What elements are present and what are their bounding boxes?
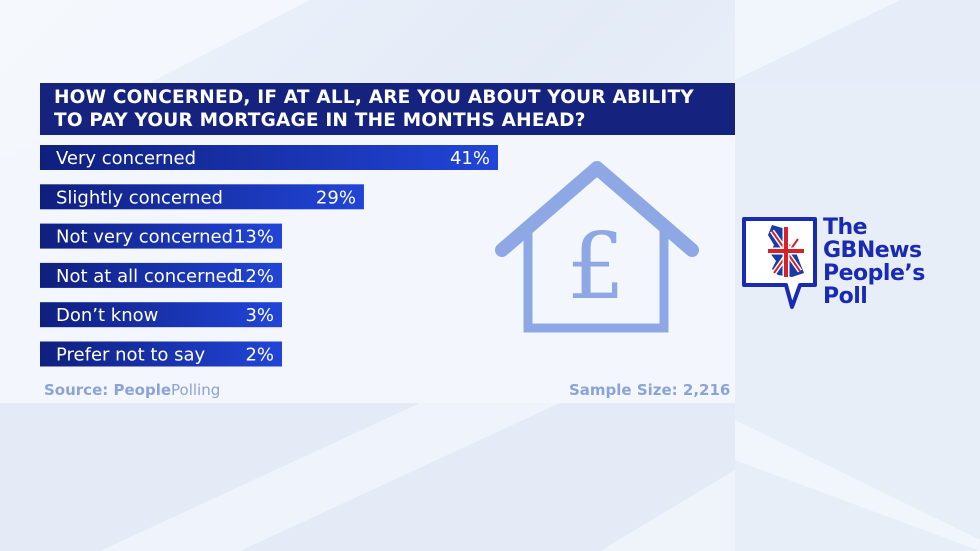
uk-flag-map-icon	[768, 225, 804, 277]
source-note: Source: PeoplePolling	[44, 381, 220, 399]
bar-1	[40, 184, 364, 210]
source-brand-bold: People	[113, 381, 172, 399]
source-prefix: Source:	[44, 381, 114, 399]
logo-text: The GBNews People’s Poll	[823, 216, 925, 308]
category-label-0: Very concerned	[56, 148, 196, 169]
chart-title-line-1: HOW CONCERNED, IF AT ALL, ARE YOU ABOUT …	[54, 87, 694, 108]
value-label-1: 29%	[316, 187, 356, 208]
source-brand-regular: Polling	[171, 381, 221, 399]
logo-line-4: Poll	[823, 284, 868, 309]
value-label-3: 12%	[234, 266, 274, 287]
logo-line-3: People’s	[823, 261, 925, 286]
value-label-0: 41%	[450, 148, 490, 169]
value-label-5: 2%	[245, 345, 274, 366]
sample-size: Sample Size: 2,216	[569, 381, 731, 399]
bar-2	[40, 223, 282, 249]
bar-4	[40, 302, 282, 328]
value-label-2: 13%	[234, 227, 274, 248]
bar-0	[40, 145, 498, 170]
house-pound-icon: £	[495, 161, 699, 333]
chart-title: HOW CONCERNED, IF AT ALL, ARE YOU ABOUT …	[40, 83, 735, 135]
svg-text:£: £	[567, 213, 626, 320]
value-label-4: 3%	[245, 305, 274, 326]
logo-line-1: The	[823, 215, 868, 240]
category-label-3: Not at all concerned	[56, 266, 238, 287]
category-label-2: Not very concerned	[56, 227, 233, 248]
bar-3	[40, 262, 282, 288]
category-label-1: Slightly concerned	[56, 187, 223, 208]
bar-5	[40, 341, 282, 367]
category-label-4: Don’t know	[56, 305, 158, 326]
logo-line-2: GBNews	[823, 238, 922, 263]
category-label-5: Prefer not to say	[56, 345, 206, 366]
chart-title-line-2: TO PAY YOUR MORTGAGE IN THE MONTHS AHEAD…	[54, 110, 586, 131]
gbnews-logo	[742, 217, 817, 309]
